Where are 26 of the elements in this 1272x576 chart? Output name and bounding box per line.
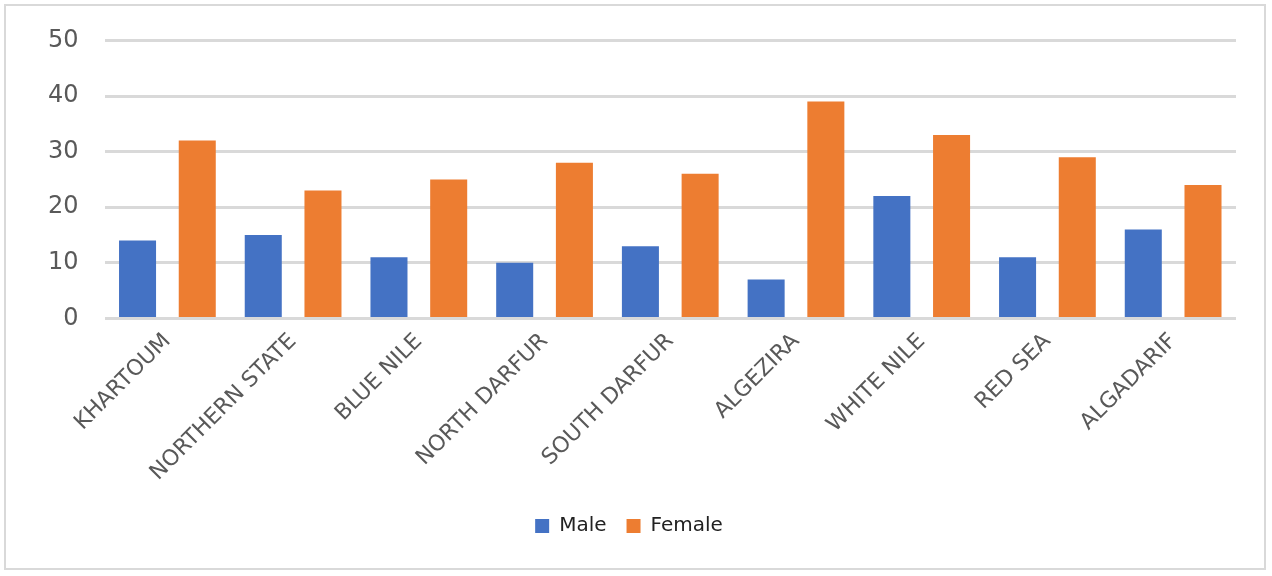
y-tick-label: 30	[47, 135, 79, 164]
bar	[873, 196, 911, 317]
bar	[370, 257, 408, 317]
legend-label: Female	[650, 512, 723, 537]
y-tick-label: 10	[47, 247, 79, 276]
y-tick-label: 40	[47, 80, 79, 109]
y-tick-label: 0	[63, 302, 79, 331]
bar	[807, 101, 845, 317]
bar	[933, 134, 971, 317]
legend-label: Male	[559, 512, 607, 537]
bar	[999, 257, 1037, 317]
bar	[430, 179, 468, 317]
bar	[747, 279, 785, 317]
bar	[1124, 229, 1162, 317]
bar	[681, 173, 719, 317]
bar	[1058, 157, 1096, 317]
bar	[621, 246, 659, 317]
bar	[1184, 184, 1222, 317]
bar	[304, 190, 342, 317]
bar	[244, 235, 282, 317]
bar	[178, 140, 216, 317]
bar	[119, 240, 157, 317]
y-tick-label: 20	[47, 191, 79, 220]
bar	[555, 162, 593, 317]
y-tick-label: 50	[47, 24, 79, 53]
bar	[496, 262, 534, 317]
